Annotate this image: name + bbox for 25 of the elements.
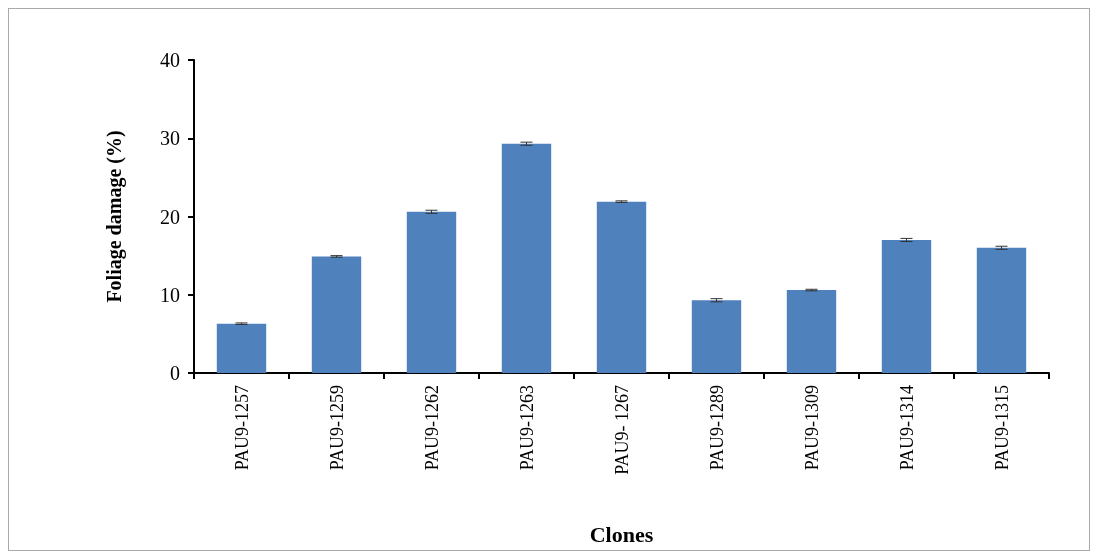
x-tick-label: PAU9-1289 bbox=[706, 385, 727, 471]
x-tick-label: PAU9-1257 bbox=[231, 385, 252, 471]
bar bbox=[406, 211, 457, 373]
x-tick-label: PAU9-1309 bbox=[801, 385, 822, 471]
y-tick-label: 40 bbox=[160, 49, 180, 71]
bar bbox=[311, 256, 362, 373]
x-tick-label: PAU9-1263 bbox=[516, 385, 537, 471]
bar bbox=[976, 247, 1027, 373]
x-tick-label: PAU9-1259 bbox=[326, 385, 347, 471]
y-tick-label: 20 bbox=[160, 205, 180, 228]
y-axis-title: Foliage damage (%) bbox=[103, 130, 126, 303]
x-axis-title: Clones bbox=[589, 521, 654, 547]
bar bbox=[881, 239, 932, 373]
y-tick-label: 10 bbox=[160, 283, 180, 306]
x-tick-label: PAU9-1314 bbox=[896, 385, 917, 471]
bar bbox=[596, 201, 647, 373]
bar bbox=[501, 143, 552, 373]
x-tick-label: PAU9-1315 bbox=[991, 385, 1012, 471]
x-tick-label: PAU9-1262 bbox=[421, 385, 442, 471]
x-tick-label: PAU9- 1267 bbox=[611, 385, 632, 475]
y-tick-label: 0 bbox=[170, 362, 180, 384]
bar bbox=[786, 290, 837, 373]
bar bbox=[216, 323, 267, 373]
bar bbox=[691, 300, 742, 373]
y-tick-label: 30 bbox=[160, 127, 180, 150]
